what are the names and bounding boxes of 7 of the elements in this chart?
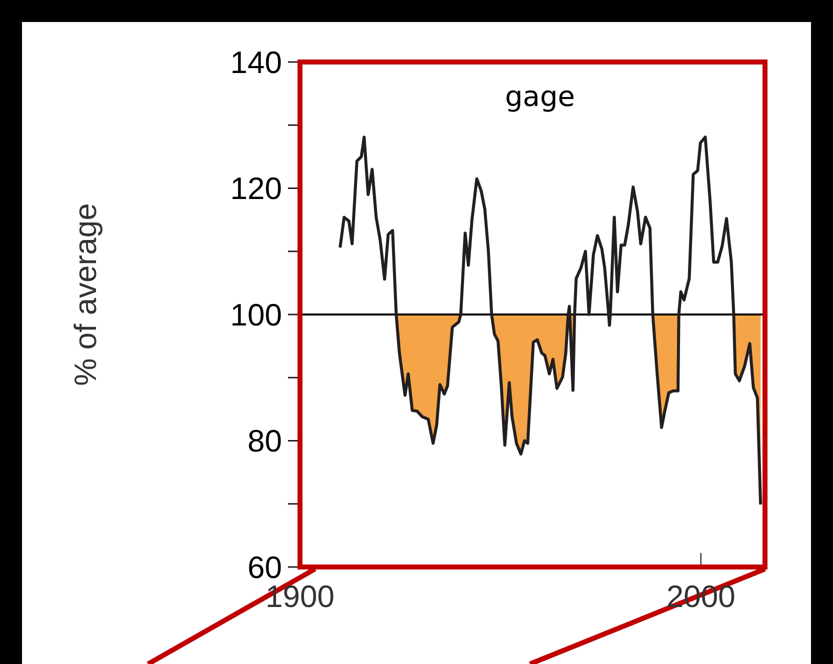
y-tick-label: 120 xyxy=(230,171,282,206)
y-tick-label: 100 xyxy=(230,297,282,332)
text: gage xyxy=(505,80,575,113)
y-tick-label: 80 xyxy=(248,424,282,459)
y-axis-title: % of average xyxy=(68,203,103,386)
line-series xyxy=(338,136,762,506)
y-tick-label: 140 xyxy=(230,44,282,80)
